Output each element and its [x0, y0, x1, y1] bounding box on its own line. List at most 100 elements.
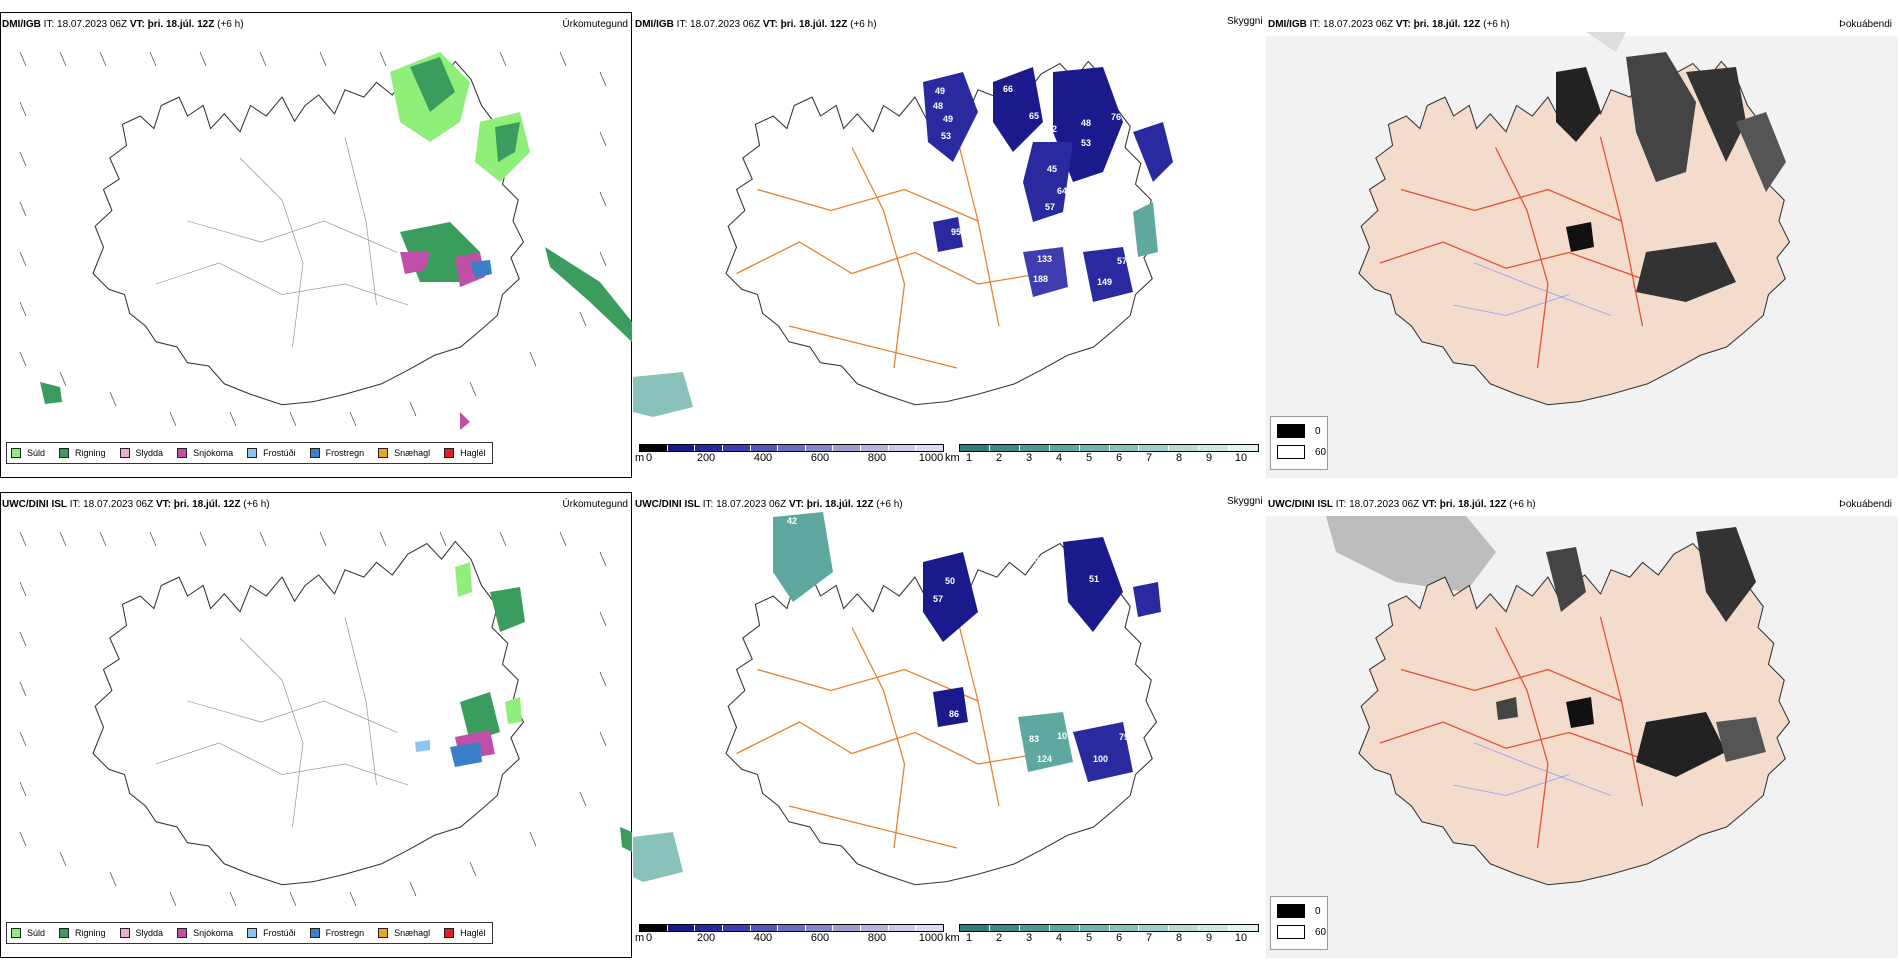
ceiling-label: 65 [1029, 111, 1039, 121]
tick-label: 800 [867, 932, 887, 944]
ceiling-label: 49 [943, 114, 953, 124]
visibility-colorbar: km 1 2 3 4 5 6 7 8 9 10 [945, 444, 1259, 466]
ceiling-label: 60 [1029, 554, 1039, 564]
ceiling-label: 104 [865, 719, 880, 729]
panel-uwc-visibility: UWC/DINI ISL IT: 18.07.2023 06Z VT: þri.… [633, 492, 1265, 967]
legend-swatch [247, 448, 258, 458]
legend-item-slydda: Slydda [119, 928, 163, 938]
tick-label: 10 [1234, 932, 1248, 944]
tick-label: 3 [1025, 452, 1033, 464]
ceiling-label: 42 [787, 516, 797, 526]
ceiling-label: 95 [951, 227, 961, 237]
iceland-outline [92, 540, 525, 886]
fog-map [1266, 32, 1898, 478]
visibility-ticks: km 1 2 3 4 5 6 7 8 9 10 [945, 932, 1259, 945]
it-label: IT: [702, 499, 714, 510]
it-label: IT: [43, 19, 55, 30]
ceiling-label: 57 [933, 594, 943, 604]
ceiling-label: 57 [1117, 256, 1127, 266]
ceiling-ticks: m 0 200 400 600 800 1000 [635, 452, 944, 465]
fog-legend: 0 60 [1270, 896, 1328, 950]
tick-label: 8 [1175, 452, 1183, 464]
legend-item-haglel: Haglél [444, 928, 486, 938]
vt-label: VT: [1395, 19, 1411, 30]
legend-swatch [59, 448, 70, 458]
tick-label: 4 [1055, 452, 1063, 464]
vt-label: VT: [1421, 499, 1437, 510]
fog-swatch-white [1277, 925, 1305, 939]
it-label: IT: [69, 499, 81, 510]
legend-swatch [11, 928, 21, 938]
ceiling-colorbar-strip [639, 444, 944, 452]
ceiling-label: 83 [1029, 734, 1039, 744]
precip-map [19, 531, 632, 907]
ceiling-label: 49 [935, 86, 945, 96]
vt-value: þri. 18.júl. 12Z [780, 19, 848, 30]
ceiling-areas [633, 512, 1161, 882]
visibility-colorbar-strip [959, 444, 1259, 452]
fog-swatch-black [1277, 904, 1305, 918]
panel-title: DMI/IGB IT: 18.07.2023 06Z VT: þri. 18.j… [1268, 19, 1510, 30]
vt-label: VT: [155, 499, 171, 510]
panel-uwc-precip-type: UWC/DINI ISL IT: 18.07.2023 06Z VT: þri.… [0, 492, 632, 967]
field-label: Þokuábendi [1839, 19, 1892, 30]
legend-swatch [309, 448, 320, 458]
tick-label: 5 [1085, 452, 1093, 464]
panel-dmi-precip-type: DMI/IGB IT: 18.07.2023 06Z VT: þri. 18.j… [0, 12, 632, 487]
fog-legend-row: 0 [1277, 424, 1327, 438]
panel-dmi-fog: DMI/IGB IT: 18.07.2023 06Z VT: þri. 18.j… [1266, 12, 1898, 487]
tick-label: 600 [810, 932, 830, 944]
ceiling-label: 149 [1097, 277, 1112, 287]
legend-swatch [177, 448, 188, 458]
legend-item-sudl: Súld [11, 928, 45, 938]
ceiling-areas [633, 67, 1173, 417]
iceland-outline [92, 60, 525, 406]
vt-value: þri. 18.júl. 12Z [1413, 19, 1481, 30]
tick-label: 1 [965, 452, 973, 464]
ceiling-label: 48 [933, 101, 943, 111]
legend-item-rigning: Rigning [59, 448, 106, 458]
ceiling-label: 79 [1119, 732, 1129, 742]
tick-label: 10 [1234, 452, 1248, 464]
visibility-colorbar-strip [959, 924, 1259, 932]
tick-label: 2 [995, 452, 1003, 464]
tick-label: 1 [965, 932, 973, 944]
lead-time: (+6 h) [876, 499, 903, 510]
visibility-colorbar: km 1 2 3 4 5 6 7 8 9 10 [945, 924, 1259, 946]
map-frame [0, 12, 632, 478]
ceiling-label: 48 [1081, 118, 1091, 128]
model-name: UWC/DINI ISL [2, 499, 67, 510]
model-name: UWC/DINI ISL [635, 499, 700, 510]
tick-label: 2 [995, 932, 1003, 944]
vt-value: þri. 18.júl. 12Z [806, 499, 874, 510]
panel-title: DMI/IGB IT: 18.07.2023 06Z VT: þri. 18.j… [2, 19, 244, 30]
vt-value: þri. 18.júl. 12Z [1439, 499, 1507, 510]
field-label: Þokuábendi [1839, 499, 1892, 510]
it-value: 18.07.2023 06Z [1349, 499, 1420, 510]
legend-swatch [119, 448, 130, 458]
iceland-outline [1358, 540, 1791, 886]
field-label: Skyggni [1227, 16, 1263, 27]
visibility-ticks: km 1 2 3 4 5 6 7 8 9 10 [945, 452, 1259, 465]
tick-label: 9 [1205, 932, 1213, 944]
legend-item-snaehagl: Snæhagl [378, 448, 430, 458]
ceiling-label: 17 [1049, 670, 1059, 680]
field-label: Skyggni [1227, 496, 1263, 507]
visibility-map: 42 50 57 60 51 82 88 86 104 83 124 100 7… [633, 512, 1161, 886]
ceiling-label: 53 [1081, 138, 1091, 148]
panel-uwc-fog: UWC/DINI ISL IT: 18.07.2023 06Z VT: þri.… [1266, 492, 1898, 967]
ceiling-unit: m [635, 452, 645, 464]
visibility-unit: km [945, 932, 960, 944]
ceiling-label: 188 [1033, 274, 1048, 284]
ceiling-colorbar-strip [639, 924, 944, 932]
tick-label: 1000 [918, 452, 944, 464]
it-value: 18.07.2023 06Z [57, 19, 128, 30]
ceiling-label: 82 [1119, 574, 1129, 584]
lead-time: (+6 h) [217, 19, 244, 30]
legend-item-slydda: Slydda [119, 448, 163, 458]
ceiling-label: 57 [1045, 202, 1055, 212]
legend-swatch [59, 928, 70, 938]
visibility-unit: km [945, 452, 960, 464]
field-label: Úrkomutegund [562, 19, 628, 30]
lead-time: (+6 h) [243, 499, 270, 510]
